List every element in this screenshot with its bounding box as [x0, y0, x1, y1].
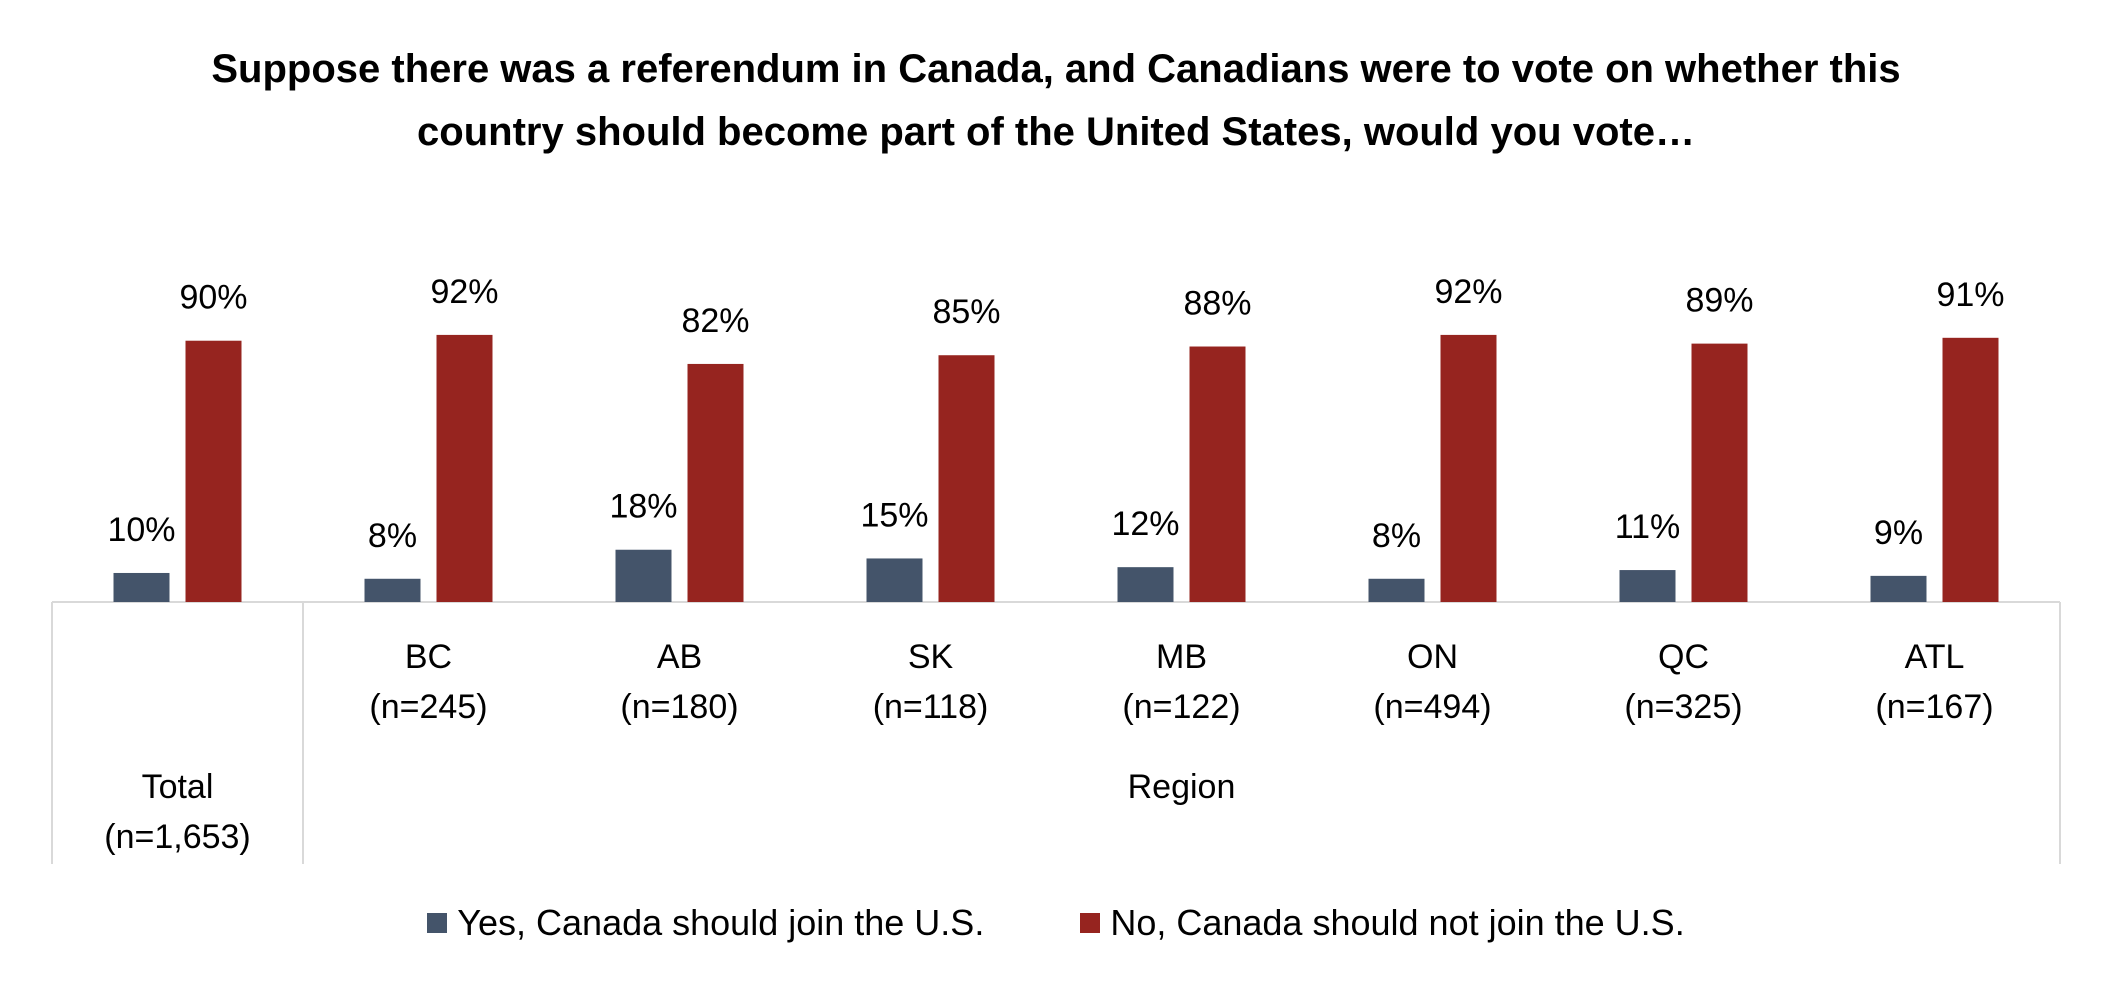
category-n-atl: (n=167)	[1875, 688, 1993, 726]
bar-no-sk	[938, 355, 995, 602]
bar-no-bc	[436, 334, 493, 602]
bar-yes-qc	[1619, 570, 1676, 602]
category-label-ab: AB	[657, 638, 702, 676]
data-label-no-qc: 89%	[1685, 282, 1753, 320]
chart-title: Suppose there was a referendum in Canada…	[211, 47, 1901, 154]
data-label-yes-total: 10%	[107, 511, 175, 549]
bar-yes-mb	[1117, 567, 1174, 602]
data-label-no-ab: 82%	[681, 302, 749, 340]
data-label-yes-ab: 18%	[609, 488, 677, 526]
bar-yes-sk	[866, 558, 923, 602]
data-label-no-bc: 92%	[430, 273, 498, 311]
data-label-yes-qc: 11%	[1615, 508, 1681, 546]
category-label-atl: ATL	[1905, 638, 1965, 676]
category-n-on: (n=494)	[1373, 688, 1491, 726]
bar-no-mb	[1189, 346, 1246, 602]
bar-chart: 10% 90% Total (n=1,653) 8% 92% BC (n=245) 18% 82%…	[51, 273, 2061, 864]
legend-item-yes: Yes, Canada should join the U.S.	[427, 902, 984, 944]
bar-no-on	[1440, 334, 1497, 602]
bar-no-total	[185, 340, 242, 602]
category-n-ab: (n=180)	[620, 688, 738, 726]
category-label-bc: BC	[405, 638, 452, 676]
data-label-yes-mb: 12%	[1111, 505, 1179, 543]
data-label-yes-atl: 9%	[1874, 514, 1923, 552]
legend-item-no: No, Canada should not join the U.S.	[1080, 902, 1685, 944]
category-label-qc: QC	[1658, 638, 1709, 676]
bar-no-atl	[1942, 337, 1999, 602]
data-label-no-sk: 85%	[932, 293, 1000, 331]
category-label-mb: MB	[1156, 638, 1207, 676]
category-label-total: Total	[142, 768, 214, 806]
category-n-sk: (n=118)	[873, 688, 989, 726]
bar-yes-atl	[1870, 575, 1927, 602]
category-n-total: (n=1,653)	[104, 818, 251, 856]
data-label-no-on: 92%	[1434, 273, 1502, 311]
bar-no-ab	[687, 363, 744, 602]
data-label-yes-on: 8%	[1372, 517, 1421, 555]
category-label-on: ON	[1407, 638, 1458, 676]
category-n-mb: (n=122)	[1122, 688, 1240, 726]
bar-no-qc	[1691, 343, 1748, 602]
data-label-no-mb: 88%	[1183, 285, 1251, 323]
legend-swatch-yes	[427, 913, 448, 933]
data-label-yes-sk: 15%	[860, 496, 928, 534]
data-label-no-total: 90%	[179, 279, 247, 317]
bar-yes-total	[113, 572, 170, 602]
group-label-region: Region	[1128, 768, 1236, 806]
bar-yes-on	[1368, 578, 1425, 602]
category-n-qc: (n=325)	[1624, 688, 1742, 726]
category-label-sk: SK	[908, 638, 954, 676]
category-n-bc: (n=245)	[369, 688, 487, 726]
legend: Yes, Canada should join the U.S. No, Can…	[0, 902, 2112, 944]
data-label-yes-bc: 8%	[368, 517, 417, 555]
legend-label-no: No, Canada should not join the U.S.	[1110, 902, 1685, 943]
bar-yes-ab	[615, 549, 672, 602]
legend-label-yes: Yes, Canada should join the U.S.	[457, 902, 985, 943]
legend-swatch-no	[1080, 913, 1101, 933]
data-label-no-atl: 91%	[1936, 276, 2004, 314]
bar-yes-bc	[364, 578, 421, 602]
